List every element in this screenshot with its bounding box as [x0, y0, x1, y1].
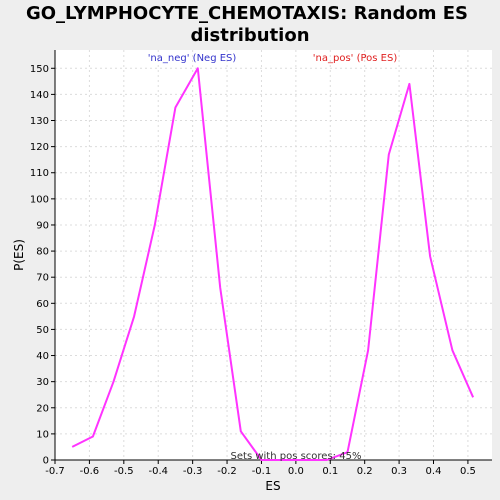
- grid: [54, 50, 492, 461]
- x-tick-label: 0.5: [460, 466, 476, 477]
- y-tick-label: 150: [30, 64, 49, 75]
- y-tick-label: 10: [36, 429, 49, 440]
- legend-pos: 'na_pos' (Pos ES): [313, 53, 398, 64]
- x-tick-label: 0.3: [391, 466, 407, 477]
- y-tick-label: 130: [30, 116, 49, 127]
- plot-area: [55, 50, 492, 460]
- x-tick-label: -0.6: [80, 466, 100, 477]
- legend-neg: 'na_neg' (Neg ES): [148, 53, 237, 64]
- y-tick-label: 30: [36, 377, 49, 388]
- chart-title-line1: GO_LYMPHOCYTE_CHEMOTAXIS: Random ES: [26, 3, 468, 24]
- y-tick-label: 50: [36, 325, 49, 336]
- chart-title-line2: distribution: [190, 25, 309, 46]
- x-tick-label: -0.1: [252, 466, 272, 477]
- y-tick-label: 60: [36, 299, 49, 310]
- x-tick-label: -0.5: [114, 466, 134, 477]
- x-tick-label: -0.2: [217, 466, 237, 477]
- y-tick-label: 90: [36, 220, 49, 231]
- x-tick-label: 0.4: [426, 466, 442, 477]
- x-tick-label: 0.2: [357, 466, 373, 477]
- y-tick-label: 110: [30, 168, 49, 179]
- series-line: [71, 67, 475, 461]
- y-tick-label: 70: [36, 273, 49, 284]
- y-tick-label: 0: [43, 456, 49, 467]
- x-tick-label: -0.7: [45, 466, 65, 477]
- y-tick-label: 120: [30, 142, 49, 153]
- x-tick-label: -0.3: [183, 466, 203, 477]
- x-tick-label: -0.4: [148, 466, 168, 477]
- series-group: [71, 67, 475, 461]
- pos-scores-annotation: Sets with pos scores: 45%: [231, 451, 362, 462]
- x-tick-label: 0.1: [322, 466, 338, 477]
- y-tick-label: 140: [30, 90, 49, 101]
- y-tick-label: 80: [36, 247, 49, 258]
- y-tick-label: 100: [30, 194, 49, 205]
- x-tick-label: 0.0: [288, 466, 304, 477]
- x-axis-label: ES: [265, 479, 280, 493]
- y-tick-label: 20: [36, 403, 49, 414]
- y-tick-labels: 0 10 20 30 40 50 60 70 80 90 100 110 120 130 140 150: [30, 64, 49, 467]
- x-tick-labels: -0.7 -0.6 -0.5 -0.4 -0.3 -0.2 -0.1 0.0 0.1 0.2 0.3…: [45, 466, 476, 477]
- y-axis-label: P(ES): [12, 239, 26, 271]
- y-tick-label: 40: [36, 351, 49, 362]
